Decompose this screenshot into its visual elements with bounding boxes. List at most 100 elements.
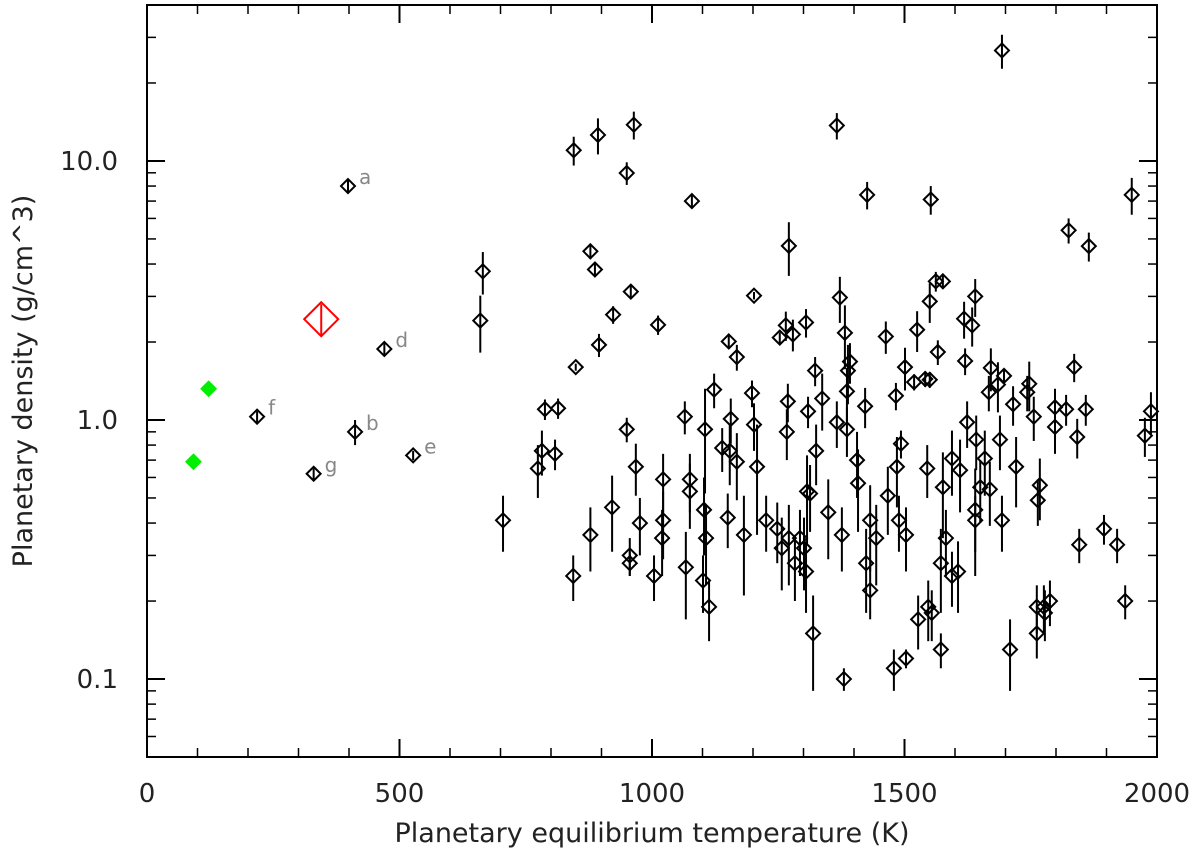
data-point (645, 567, 663, 585)
data-point (618, 164, 636, 182)
data-point (839, 362, 857, 380)
data-point (861, 511, 879, 529)
data-point (721, 442, 739, 460)
x-tick-label: 1000 (619, 779, 685, 809)
data-point (375, 340, 393, 358)
data-point (838, 382, 856, 400)
data-point (622, 283, 640, 301)
data-point (1070, 536, 1088, 554)
data-point (677, 558, 695, 576)
point-label: g (325, 453, 338, 477)
data-point (897, 526, 915, 544)
data-point (908, 321, 926, 339)
data-point (943, 450, 961, 467)
data-point (956, 352, 974, 370)
data-point (743, 384, 761, 402)
data-point (1007, 458, 1025, 476)
data-point (784, 325, 802, 343)
data-point (590, 336, 608, 354)
data-point (549, 399, 567, 417)
data-point (955, 310, 973, 328)
data-point (858, 186, 876, 204)
data-point (861, 581, 879, 599)
data-point (921, 371, 939, 389)
data-point (885, 659, 903, 677)
data-point (694, 572, 712, 589)
point-label: b (366, 411, 379, 435)
data-point (564, 567, 582, 585)
data-point (346, 423, 364, 441)
data-point (801, 485, 819, 502)
data-point (654, 470, 672, 488)
data-point (696, 420, 714, 438)
data-point (705, 381, 723, 399)
data-point (1065, 358, 1083, 376)
data-point (1080, 237, 1098, 255)
data-point (799, 402, 817, 420)
data-point (1060, 221, 1078, 239)
data-point (745, 416, 763, 433)
data-point (720, 333, 738, 350)
data-point (586, 261, 604, 278)
data-point (631, 514, 649, 532)
data-point (934, 478, 952, 496)
data-point (836, 324, 854, 342)
data-point (1057, 400, 1075, 418)
data-point (966, 511, 984, 529)
data-point (806, 362, 824, 380)
data-point (248, 408, 266, 426)
data-point (786, 554, 804, 572)
data-point (958, 413, 976, 431)
data-point (200, 380, 218, 398)
data-point (625, 116, 643, 134)
x-tick-label: 1500 (871, 779, 937, 809)
data-point (1031, 476, 1049, 494)
data-point (728, 453, 746, 471)
data-point (618, 420, 636, 438)
data-point (581, 242, 599, 260)
x-tick-label: 2000 (1124, 779, 1190, 809)
data-point (748, 458, 766, 476)
data-point (897, 650, 915, 667)
data-point (932, 554, 950, 572)
data-point (1001, 641, 1019, 658)
data-point (923, 604, 941, 622)
data-point (929, 343, 947, 361)
data-point (627, 458, 645, 476)
data-point (780, 529, 798, 547)
data-point (813, 390, 831, 407)
data-point (771, 329, 789, 347)
data-point (951, 461, 969, 479)
data-point (1029, 491, 1047, 509)
data-point (1123, 186, 1141, 204)
data-point (828, 413, 846, 431)
data-point (857, 554, 875, 572)
data-point (773, 539, 791, 557)
data-point (621, 554, 639, 572)
data-point (849, 474, 867, 492)
data-point (879, 487, 897, 505)
data-point (976, 450, 994, 467)
data-point (1108, 536, 1126, 554)
data-point (856, 397, 874, 415)
data-point (1095, 520, 1113, 538)
data-point (653, 529, 671, 547)
data-point (807, 442, 825, 460)
data-point (927, 272, 945, 290)
data-point (887, 387, 905, 405)
data-point (185, 453, 202, 471)
data-point (757, 511, 775, 529)
data-point (966, 287, 984, 305)
data-point (474, 262, 492, 280)
data-point (919, 598, 937, 616)
data-point (888, 458, 906, 476)
data-point (735, 526, 753, 544)
data-point (1136, 427, 1154, 445)
x-axis-label: Planetary equilibrium temperature (K) (394, 818, 909, 849)
data-point (581, 526, 599, 544)
data-point (1035, 598, 1053, 616)
data-point (305, 465, 323, 483)
data-point (804, 624, 822, 642)
